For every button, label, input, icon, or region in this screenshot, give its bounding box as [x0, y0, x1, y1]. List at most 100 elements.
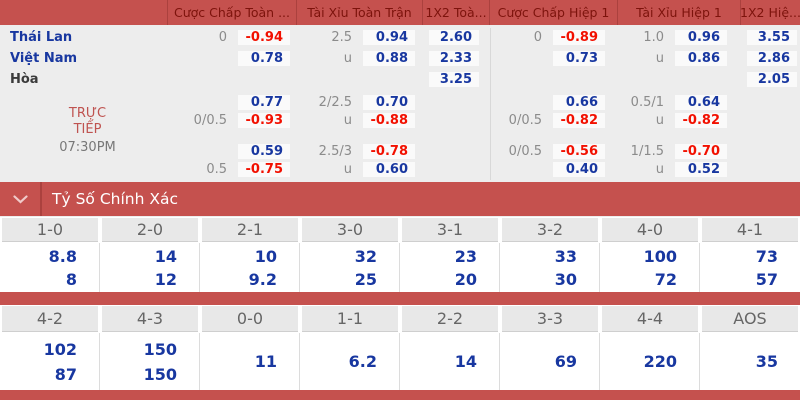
- odds-chip-h1-handicap[interactable]: 0.40: [551, 161, 605, 177]
- market-header-ft-overunder[interactable]: Tài Xỉu Toàn Trận: [297, 0, 423, 25]
- odds-chip-ft-handicap[interactable]: -0.75: [236, 161, 290, 177]
- score-cell[interactable]: 14: [400, 333, 500, 390]
- odds-chip-ft-1x2[interactable]: [427, 113, 479, 128]
- score-odds[interactable]: 69: [554, 352, 577, 371]
- score-cell[interactable]: 69: [500, 333, 600, 390]
- score-cell[interactable]: 35: [700, 333, 800, 390]
- score-odds[interactable]: 73: [755, 246, 778, 266]
- odds-chip-h1-1x2[interactable]: [745, 113, 797, 128]
- correct-score-section-header[interactable]: Tỷ Số Chính Xác: [0, 182, 800, 216]
- market-header-ft-1x2[interactable]: 1X2 Toà...: [423, 0, 490, 25]
- score-odds[interactable]: 33: [554, 246, 577, 266]
- odds-chip-ft-handicap[interactable]: -0.94: [236, 30, 290, 45]
- odds-chip-h1-handicap[interactable]: -0.89: [551, 30, 605, 45]
- score-cell[interactable]: 32 25: [300, 243, 400, 292]
- team-name-home: Thái Lan: [10, 30, 73, 45]
- odds-chip-ft-1x2[interactable]: [427, 95, 479, 110]
- odds-chip-h1-overunder[interactable]: -0.70: [673, 143, 727, 159]
- odds-chip-h1-handicap[interactable]: -0.82: [551, 112, 605, 128]
- score-odds[interactable]: 35: [755, 352, 778, 371]
- market-header-h1-overunder[interactable]: Tài Xỉu Hiệp 1: [618, 0, 741, 25]
- score-cell[interactable]: 11: [200, 333, 300, 390]
- score-odds[interactable]: 87: [54, 364, 77, 384]
- score-odds[interactable]: 150: [143, 364, 177, 384]
- spacer: [479, 27, 490, 48]
- market-header-h1-handicap[interactable]: Cược Chấp Hiệp 1: [490, 0, 618, 25]
- odds-chip-h1-handicap[interactable]: -0.56: [551, 143, 605, 159]
- odds-chip-ft-1x2[interactable]: 3.25: [427, 72, 479, 87]
- score-cell[interactable]: 8.8 8: [0, 243, 100, 292]
- odds-chip-ft-handicap[interactable]: 0.77: [236, 94, 290, 110]
- score-cell[interactable]: 6.2: [300, 333, 400, 390]
- odds-row-away: Việt Nam 0.78 u 0.88 2.33 0.73 u 0.86 2.…: [0, 48, 800, 69]
- odds-chip-h1-handicap[interactable]: [551, 72, 605, 87]
- score-odds[interactable]: 220: [643, 352, 677, 371]
- odds-chip-h1-overunder[interactable]: 0.96: [673, 30, 727, 45]
- score-odds[interactable]: 100: [643, 246, 677, 266]
- score-odds[interactable]: 150: [143, 339, 177, 359]
- score-odds[interactable]: 32: [354, 246, 377, 266]
- odds-chip-ft-handicap[interactable]: [236, 72, 290, 87]
- odds-chip-h1-handicap[interactable]: 0.73: [551, 51, 605, 66]
- score-odds[interactable]: 6.2: [348, 352, 377, 371]
- odds-chip-ft-handicap[interactable]: 0.78: [236, 51, 290, 66]
- spacer: [479, 111, 490, 129]
- score-odds[interactable]: 57: [755, 269, 778, 289]
- odds-chip-ft-overunder[interactable]: -0.78: [361, 143, 415, 159]
- score-cell[interactable]: 10 9.2: [200, 243, 300, 292]
- score-cell[interactable]: 100 72: [600, 243, 700, 292]
- score-cell[interactable]: 14 12: [100, 243, 200, 292]
- score-odds[interactable]: 102: [43, 339, 77, 359]
- odds-chip-h1-overunder[interactable]: [673, 72, 727, 87]
- score-cell[interactable]: 220: [600, 333, 700, 390]
- score-odds[interactable]: 23: [454, 246, 477, 266]
- score-odds[interactable]: 11: [254, 352, 277, 371]
- score-odds[interactable]: 14: [454, 352, 477, 371]
- score-odds[interactable]: 12: [154, 269, 177, 289]
- score-cell[interactable]: 150 150: [100, 333, 200, 390]
- score-odds[interactable]: 10: [254, 246, 277, 266]
- score-cell[interactable]: 23 20: [400, 243, 500, 292]
- chevron-down-icon[interactable]: [0, 182, 40, 216]
- odds-chip-ft-overunder[interactable]: 0.70: [361, 94, 415, 110]
- odds-chip-h1-1x2[interactable]: [745, 144, 797, 159]
- odds-chip-ft-handicap[interactable]: -0.93: [236, 112, 290, 128]
- score-odds[interactable]: 20: [454, 269, 477, 289]
- odds-chip-h1-overunder[interactable]: -0.82: [673, 112, 727, 128]
- score-odds[interactable]: 8.8: [48, 246, 77, 266]
- score-cell[interactable]: 73 57: [700, 243, 800, 292]
- odds-chip-h1-1x2[interactable]: [745, 95, 797, 110]
- live-label-line1: TRỰC: [68, 106, 107, 121]
- score-odds[interactable]: 72: [654, 269, 677, 289]
- odds-chip-h1-1x2[interactable]: 2.86: [745, 51, 797, 66]
- market-header-h1-1x2[interactable]: 1X2 Hiệ...: [741, 5, 800, 20]
- odds-chip-ft-overunder[interactable]: 0.94: [361, 30, 415, 45]
- odds-chip-h1-overunder[interactable]: 0.52: [673, 161, 727, 177]
- odds-chip-h1-1x2[interactable]: 3.55: [745, 30, 797, 45]
- score-cell[interactable]: 33 30: [500, 243, 600, 292]
- market-header-ft-handicap[interactable]: Cược Chấp Toàn ...: [168, 0, 297, 25]
- spacer: [479, 48, 490, 69]
- odds-chip-ft-overunder[interactable]: 0.60: [361, 161, 415, 177]
- odds-chip-ft-1x2[interactable]: [427, 162, 479, 177]
- odds-chip-h1-handicap[interactable]: 0.66: [551, 94, 605, 110]
- spacer: [727, 48, 745, 69]
- odds-chip-ft-overunder[interactable]: [361, 72, 415, 87]
- score-odds[interactable]: 30: [554, 269, 577, 289]
- spacer: [415, 69, 427, 90]
- score-odds[interactable]: 25: [354, 269, 377, 289]
- odds-chip-h1-overunder[interactable]: 0.64: [673, 94, 727, 110]
- odds-chip-h1-overunder[interactable]: 0.86: [673, 51, 727, 66]
- odds-chip-h1-1x2[interactable]: 2.05: [745, 72, 797, 87]
- odds-chip-h1-1x2[interactable]: [745, 162, 797, 177]
- odds-chip-ft-1x2[interactable]: 2.33: [427, 51, 479, 66]
- odds-chip-ft-overunder[interactable]: 0.88: [361, 51, 415, 66]
- odds-chip-ft-1x2[interactable]: 2.60: [427, 30, 479, 45]
- score-odds[interactable]: 14: [154, 246, 177, 266]
- odds-chip-ft-handicap[interactable]: 0.59: [236, 143, 290, 159]
- odds-chip-ft-overunder[interactable]: -0.88: [361, 112, 415, 128]
- score-odds[interactable]: 8: [65, 269, 77, 289]
- score-cell[interactable]: 102 87: [0, 333, 100, 390]
- score-odds[interactable]: 9.2: [248, 269, 277, 289]
- odds-chip-ft-1x2[interactable]: [427, 144, 479, 159]
